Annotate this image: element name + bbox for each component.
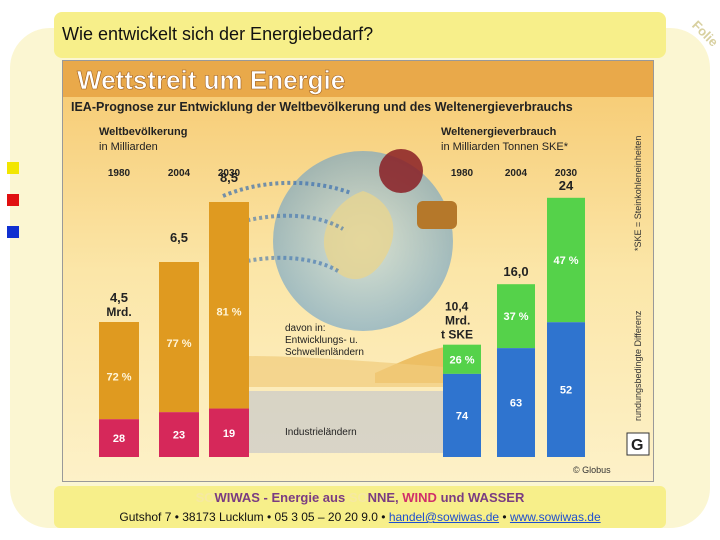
continent-shape xyxy=(323,191,394,280)
brand-part: - Energie aus xyxy=(259,490,349,505)
energy-chart: Wettstreit um Energie IEA-Prognose zur E… xyxy=(63,61,653,481)
population-bar-developing xyxy=(159,262,199,413)
energy-bar-developing xyxy=(497,284,535,349)
bullet-red xyxy=(7,194,19,206)
brand-part: WASSER xyxy=(468,490,525,505)
developing-band xyxy=(243,356,445,387)
chart-subtitle: IEA-Prognose zur Entwicklung der Weltbev… xyxy=(71,100,573,114)
population-total-label: 4,5 xyxy=(110,290,128,305)
population-developing-pct: 72 % xyxy=(106,372,131,384)
energy-bar-industrial xyxy=(547,322,585,457)
population-bar-developing xyxy=(99,322,139,420)
slide-title: Wie entwickelt sich der Energiebedarf? xyxy=(62,24,374,44)
chart-title: Wettstreit um Energie xyxy=(77,65,345,95)
right-unit: in Milliarden Tonnen SKE* xyxy=(441,141,569,153)
footer-brand: SOWIWAS - Energie aus SONNE, WIND und WA… xyxy=(54,490,666,505)
energy-bar-developing xyxy=(547,197,585,323)
energy-unit-label: t SKE xyxy=(441,328,473,342)
legend-developing-2: Entwicklungs- u. xyxy=(285,335,358,346)
brand-part: SO xyxy=(195,490,215,505)
energy-total-label: 24 xyxy=(559,178,574,193)
year-label: 2030 xyxy=(218,168,241,179)
energy-unit-label: Mrd. xyxy=(445,314,470,328)
population-industrial-value: 28 xyxy=(113,433,125,445)
footer: SOWIWAS - Energie aus SONNE, WIND und WA… xyxy=(54,486,666,528)
globus-logo xyxy=(626,432,650,456)
globus-logo-letter: G xyxy=(631,437,643,454)
chart-image: Wettstreit um Energie IEA-Prognose zur E… xyxy=(62,60,654,482)
year-label: 2030 xyxy=(555,168,578,179)
left-heading: Weltbevölkerung xyxy=(99,126,187,138)
right-heading: Weltenergieverbrauch xyxy=(441,126,557,138)
energy-developing-pct: 37 % xyxy=(503,311,528,323)
chart-title-band xyxy=(63,61,653,97)
energy-bar-developing xyxy=(443,344,481,374)
oil-barrel-icon xyxy=(417,201,457,229)
year-label: 2004 xyxy=(168,168,191,179)
energy-bar-industrial xyxy=(497,348,535,457)
population-industrial-value: 23 xyxy=(173,430,185,442)
energy-developing-pct: 47 % xyxy=(553,255,578,267)
population-developing-pct: 77 % xyxy=(166,338,191,350)
drill-rig-icon xyxy=(379,149,423,193)
ske-note: *SKE = Steinkohleneinheiten xyxy=(633,136,643,251)
population-total-label: 6,5 xyxy=(170,230,188,245)
energy-industrial-value: 74 xyxy=(456,410,469,422)
year-label: 1980 xyxy=(451,168,474,179)
population-bar-industrial xyxy=(209,408,249,457)
population-developing-pct: 81 % xyxy=(216,306,241,318)
energy-bar-industrial xyxy=(443,373,481,457)
brand-part: NNE, xyxy=(367,490,403,505)
left-unit: in Milliarden xyxy=(99,141,158,153)
energy-total-label: 10,4 xyxy=(445,300,469,314)
brand-part: WIND xyxy=(402,490,437,505)
email-link[interactable]: handel@sowiwas.de xyxy=(388,510,500,524)
footer-address: Gutshof 7 • 38173 Lucklum • 05 3 05 – 20… xyxy=(54,510,666,524)
population-bar-developing xyxy=(209,202,249,409)
year-label: 2004 xyxy=(505,168,528,179)
title-bar: Wie entwickelt sich der Energiebedarf? xyxy=(54,12,666,58)
legend-industrial: Industrieländern xyxy=(285,427,357,438)
population-bar-industrial xyxy=(159,412,199,457)
brand-part: WIWAS xyxy=(214,490,260,505)
separator: • xyxy=(499,510,510,524)
industrial-flow-band xyxy=(213,391,445,453)
energy-industrial-value: 52 xyxy=(560,385,572,397)
brand-part: SO xyxy=(348,490,368,505)
population-unit-label: Mrd. xyxy=(106,305,131,319)
energy-developing-pct: 26 % xyxy=(449,354,474,366)
year-label: 1980 xyxy=(108,168,131,179)
address-text: Gutshof 7 • 38173 Lucklum • 05 3 05 – 20… xyxy=(119,510,389,524)
bullet-blue xyxy=(7,226,19,238)
website-link[interactable]: www.sowiwas.de xyxy=(509,510,601,524)
population-industrial-value: 19 xyxy=(223,428,235,440)
brand-part: und xyxy=(436,490,468,505)
people-swarm-icon xyxy=(222,180,352,198)
energy-total-label: 16,0 xyxy=(503,264,528,279)
population-total-label: 8,5 xyxy=(220,170,238,185)
population-bar-industrial xyxy=(99,419,139,457)
legend-developing-1: davon in: xyxy=(285,323,326,334)
bullet-yellow xyxy=(7,162,19,174)
source-note: © Globus xyxy=(573,465,611,475)
energy-industrial-value: 63 xyxy=(510,398,522,410)
rounding-note: rundungsbedingte Differenz xyxy=(633,310,643,421)
legend-developing-3: Schwellenländern xyxy=(285,347,364,358)
people-swarm-icon-2 xyxy=(212,213,345,273)
